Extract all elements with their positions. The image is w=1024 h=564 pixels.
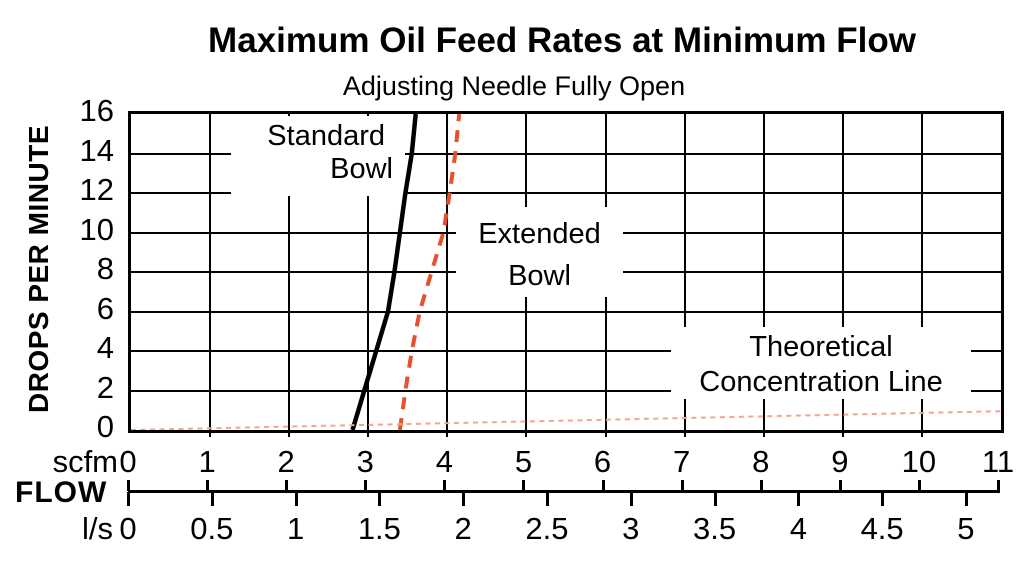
y-tick-label: 14	[79, 132, 114, 168]
extended-bowl-curve	[397, 114, 462, 430]
scfm-tick-label: 0	[119, 444, 137, 479]
scfm-tick-label: 11	[981, 444, 1015, 479]
bottom-stub-tick	[920, 430, 923, 437]
horizontal-gridline	[131, 192, 1001, 194]
flow-axis-scfm-tick	[838, 480, 842, 491]
plot-area: Standard Bowl Extended Bowl Theoretical …	[128, 111, 1004, 437]
lps-tick-label: 2	[454, 511, 472, 546]
annotation-standard-bowl: Standard Bowl	[231, 116, 405, 196]
flow-axis-lps-tick	[294, 492, 298, 506]
standard-bowl-curve	[350, 114, 418, 430]
annotation-line: Bowl	[330, 153, 393, 185]
y-axis-tick-labels: 16 14 12 10 8 6 4 2 0	[0, 95, 114, 443]
annotation-line: Standard	[267, 120, 385, 152]
scfm-tick-label: 4	[435, 444, 453, 479]
flow-axis-scfm-tick	[206, 480, 210, 491]
flow-axis-scfm-tick	[601, 480, 605, 491]
y-tick-label: 6	[96, 290, 114, 326]
scfm-tick-label: 8	[752, 444, 770, 479]
y-tick-label: 8	[96, 251, 114, 286]
flow-axis-lps-tick	[545, 492, 549, 506]
flow-axis-scfm-tick	[522, 480, 526, 491]
annotation-line: Extended	[478, 218, 601, 250]
bottom-stub-tick	[841, 430, 844, 437]
flow-axis-lps-tick	[210, 492, 214, 506]
theoretical-concentration-line	[131, 410, 1001, 430]
flow-axis-lps-tick	[964, 492, 968, 506]
flow-axis-scfm-tick	[997, 480, 1000, 491]
scfm-unit-label: scfm	[52, 444, 118, 479]
scfm-tick-label: 7	[673, 444, 691, 479]
flow-axis-lps-tick	[713, 492, 717, 506]
lps-tick-label: 0	[119, 511, 137, 546]
scfm-tick-label: 3	[356, 444, 374, 479]
bottom-stub-tick	[683, 430, 686, 437]
flow-axis-title: FLOW	[15, 476, 108, 509]
chart-subtitle: Adjusting Needle Fully Open	[342, 71, 686, 101]
flow-axis-lps-tick	[629, 492, 633, 506]
bottom-stub-tick	[762, 430, 765, 437]
flow-axis-scfm-tick	[127, 480, 130, 491]
scfm-tick-row: scfm 0 1 2 3 4 5 6 7 8 9 10 11	[0, 444, 1024, 479]
lps-tick-label: 2.5	[525, 511, 569, 546]
lps-tick-label: 4	[789, 511, 807, 546]
y-tick-label: 4	[96, 330, 114, 365]
scfm-tick-label: 5	[514, 444, 533, 479]
bottom-stub-tick	[209, 430, 212, 437]
flow-axis-scfm-tick	[759, 480, 763, 491]
annotation-theoretical-concentration-line: Theoretical Concentration Line	[671, 327, 971, 399]
flow-axis-lps-tick	[462, 492, 466, 506]
annotation-line: Concentration Line	[699, 366, 943, 398]
bottom-stub-tick	[367, 430, 370, 437]
y-tick-label: 10	[79, 211, 114, 247]
annotation-line: Bowl	[508, 260, 571, 292]
lps-tick-label: 3	[622, 511, 640, 546]
lps-tick-row: l/s 0 0.5 1 1.5 2 2.5 3 3.5 4 4.5 5	[0, 511, 1024, 546]
flow-axis-scfm-tick	[443, 480, 447, 491]
flow-axis-scfm-tick	[917, 480, 921, 491]
flow-axis-scfm-tick	[285, 480, 289, 491]
lps-tick-label: 1.5	[357, 511, 401, 546]
scfm-tick-label: 10	[901, 444, 937, 479]
annotation-extended-bowl: Extended Bowl	[456, 207, 623, 297]
bottom-stub-tick	[525, 430, 528, 437]
horizontal-gridline	[131, 152, 1001, 155]
curves-svg	[131, 114, 1001, 430]
flow-axis-lps-tick	[378, 492, 382, 506]
bottom-stub-tick	[446, 430, 449, 437]
lps-tick-label: 4.5	[860, 511, 904, 546]
bottom-stub-tick	[288, 430, 291, 437]
flow-axis-line	[128, 490, 1000, 493]
chart-title: Maximum Oil Feed Rates at Minimum Flow	[208, 21, 916, 60]
scfm-tick-label: 1	[198, 444, 216, 479]
flow-axis-lps-tick	[881, 492, 885, 506]
lps-tick-label: 5	[957, 511, 975, 546]
lps-tick-label: 3.5	[692, 511, 737, 546]
lps-unit-label: l/s	[82, 511, 113, 546]
scfm-tick-label: 6	[593, 444, 612, 479]
horizontal-gridline	[131, 389, 1001, 392]
y-tick-label: 2	[96, 369, 114, 405]
flow-axis-lps-tick	[127, 492, 130, 506]
bottom-stub-tick	[604, 430, 607, 437]
y-tick-label: 0	[96, 409, 114, 444]
horizontal-gridline	[131, 310, 1001, 313]
flow-axis-scfm-tick	[680, 480, 684, 491]
lps-tick-label: 0.5	[190, 511, 234, 546]
lps-tick-label: 1	[286, 511, 305, 546]
horizontal-gridline	[131, 350, 1001, 352]
annotation-line: Theoretical	[749, 331, 893, 363]
scfm-tick-label: 9	[831, 444, 849, 479]
flow-axis-scfm-tick	[364, 480, 368, 491]
scfm-tick-label: 2	[277, 444, 295, 479]
y-tick-label: 16	[79, 93, 114, 128]
y-tick-label: 12	[79, 172, 114, 207]
flow-axis-lps-tick	[797, 492, 801, 506]
